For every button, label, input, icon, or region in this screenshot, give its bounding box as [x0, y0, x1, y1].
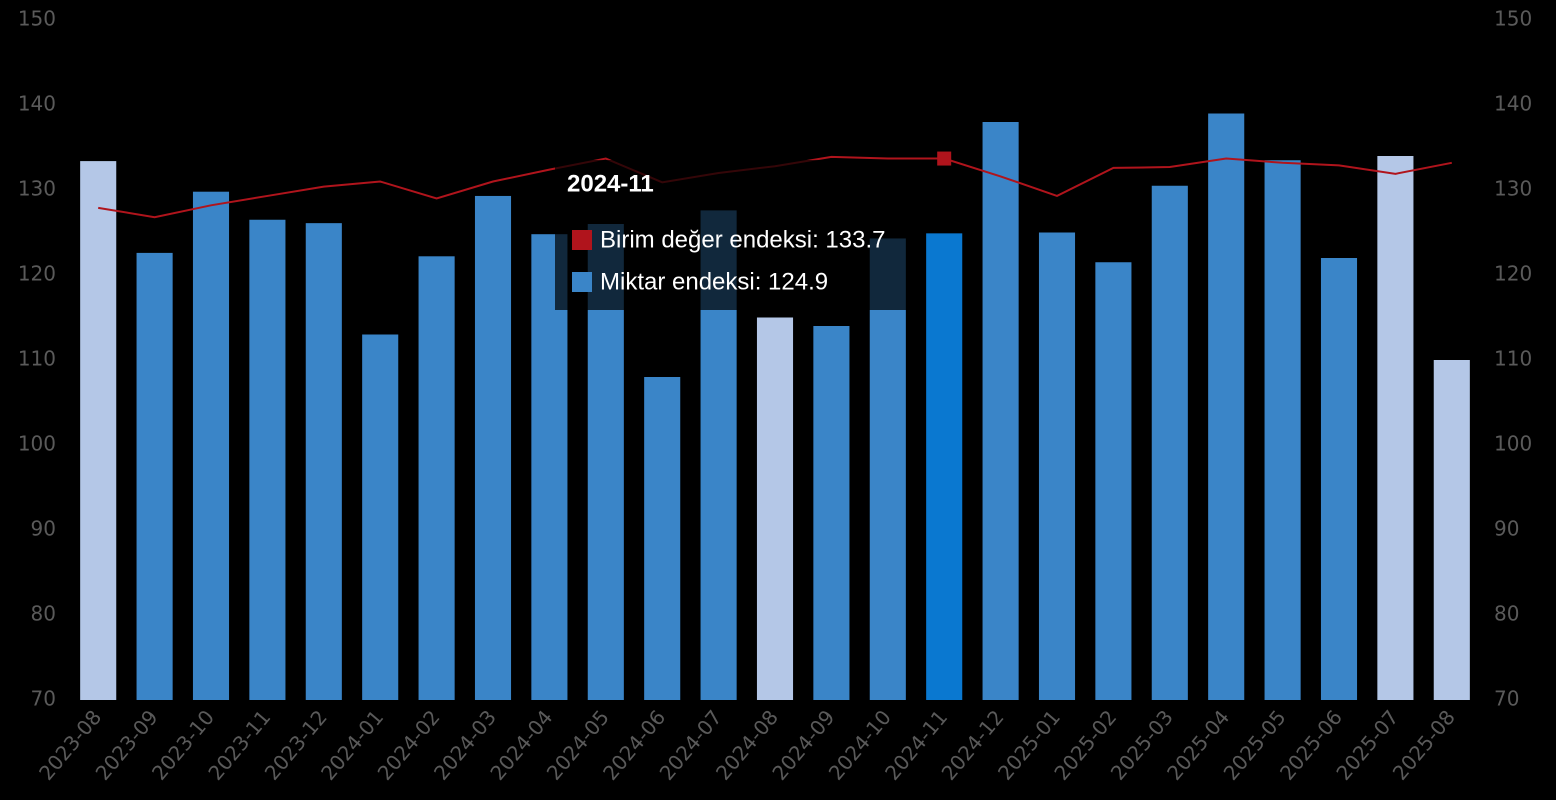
- y-tick-label: 100: [18, 432, 56, 456]
- bar: [249, 219, 286, 700]
- plot: 70 80 90 100 110 120 130 140 150 70 80 90 100 110 120 1…: [18, 7, 1532, 785]
- bar: [531, 234, 568, 700]
- bar: [1151, 185, 1188, 700]
- tooltip-box: [555, 160, 925, 310]
- y2-tick-label: 80: [1494, 602, 1519, 626]
- bar: [982, 122, 1019, 700]
- bar: [305, 223, 342, 700]
- y2-tick-label: 90: [1494, 517, 1519, 541]
- y-tick-label: 110: [18, 347, 56, 371]
- bar: [926, 233, 963, 700]
- bar: [756, 317, 794, 700]
- y2-tick-label: 100: [1494, 432, 1532, 456]
- y2-tick-label: 130: [1494, 177, 1532, 201]
- bar: [136, 252, 173, 700]
- tooltip-title: 2024-11: [567, 170, 654, 197]
- tooltip-item: Birim değer endeksi: 133.7: [600, 226, 886, 253]
- bar: [1377, 156, 1414, 700]
- line-marker: [937, 151, 952, 166]
- bar: [1320, 258, 1358, 700]
- bar: [474, 195, 512, 700]
- y-tick-label: 120: [18, 262, 56, 286]
- tooltip-swatch: [572, 230, 592, 250]
- tooltip: 2024-11 Birim değer endeksi: 133.7 Mikta…: [555, 160, 925, 310]
- y2-tick-label: 150: [1494, 7, 1532, 31]
- y-tick-label: 150: [18, 7, 56, 31]
- y-tick-label: 90: [31, 517, 56, 541]
- bar: [1095, 262, 1132, 700]
- bar: [644, 377, 681, 700]
- y2-tick-label: 120: [1494, 262, 1532, 286]
- bar: [80, 161, 117, 701]
- bar: [1208, 113, 1245, 700]
- y2-tick-label: 110: [1494, 347, 1532, 371]
- tooltip-swatch: [572, 272, 592, 292]
- y-tick-label: 80: [31, 602, 56, 626]
- bar: [813, 326, 850, 700]
- y-tick-label: 70: [31, 687, 56, 711]
- bar: [1264, 160, 1301, 700]
- y2-tick-label: 140: [1494, 92, 1532, 116]
- y-tick-label: 140: [18, 92, 56, 116]
- tooltip-item: Miktar endeksi: 124.9: [600, 268, 828, 295]
- bar: [418, 256, 455, 700]
- bar: [192, 191, 230, 700]
- y-tick-label: 130: [18, 177, 56, 201]
- bar: [362, 334, 399, 700]
- bar: [1433, 360, 1470, 700]
- bar: [869, 238, 906, 700]
- y2-tick-label: 70: [1494, 687, 1519, 711]
- bar: [1038, 232, 1076, 700]
